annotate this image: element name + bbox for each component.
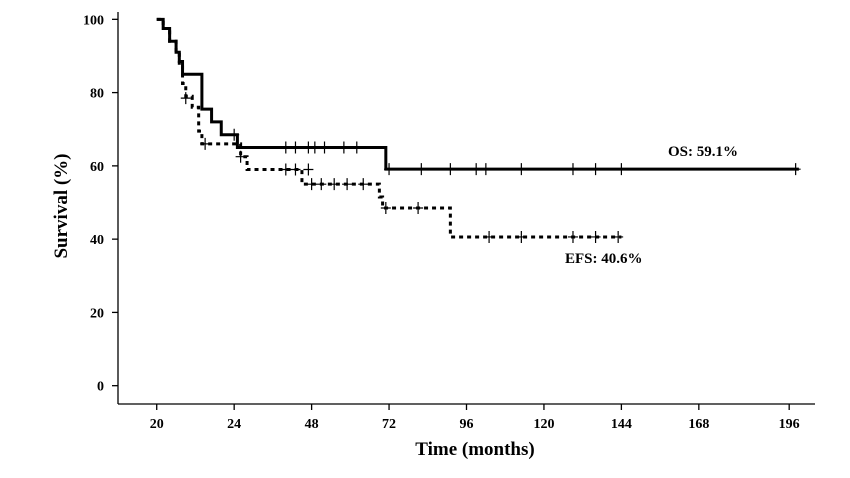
efs-censor-mark: [380, 202, 391, 214]
os-censor-mark: [290, 141, 301, 154]
x-tick-label: 20: [150, 417, 164, 432]
efs-censor-mark: [316, 178, 327, 191]
x-tick-label: 120: [533, 417, 554, 432]
y-axis-title: Survival (%): [51, 153, 72, 258]
efs-censor-mark: [303, 163, 314, 176]
os-censor-mark: [384, 163, 395, 176]
efs-censor-mark: [342, 178, 353, 191]
x-tick-label: 144: [611, 417, 632, 432]
os-censor-mark: [338, 141, 349, 154]
os-censor-mark: [616, 163, 627, 176]
os-censor-mark: [516, 163, 527, 176]
x-tick-label: 96: [460, 417, 474, 432]
os-censor-mark: [471, 163, 482, 176]
efs-censor-mark: [180, 92, 191, 105]
os-censor-mark: [309, 141, 320, 154]
y-tick-label: 20: [90, 306, 104, 321]
os-censor-mark: [480, 163, 491, 176]
efs-censor-mark: [290, 163, 301, 176]
x-tick-label: 48: [305, 417, 319, 432]
efs-annotation: EFS: 40.6%: [565, 251, 643, 267]
y-tick-label: 40: [90, 233, 104, 248]
x-axis-title: Time (months): [415, 439, 534, 460]
x-tick-label: 196: [779, 417, 800, 432]
efs-censor-mark: [200, 137, 211, 150]
efs-censor-mark: [306, 178, 317, 191]
efs-censor-mark: [235, 150, 246, 163]
y-tick-label: 0: [97, 380, 104, 395]
x-tick-label: 24: [227, 417, 241, 432]
y-tick-label: 60: [90, 160, 104, 175]
os-censor-mark: [319, 141, 330, 154]
os-censor-mark: [416, 163, 427, 176]
efs-censor-mark: [329, 178, 340, 191]
x-tick-label: 168: [688, 417, 709, 432]
os-censor-mark: [229, 128, 240, 141]
y-tick-label: 80: [90, 87, 104, 102]
efs-curve: [156, 17, 622, 239]
x-tick-label: 72: [382, 417, 396, 432]
y-tick-label: 100: [83, 13, 104, 28]
efs-censor-mark: [358, 178, 369, 191]
os-censor-mark: [590, 163, 601, 176]
os-annotation: OS: 59.1%: [668, 144, 738, 160]
os-censor-mark: [445, 163, 456, 176]
efs-censor-mark: [613, 230, 624, 243]
efs-censor-mark: [590, 230, 601, 243]
efs-censor-mark: [516, 230, 527, 243]
os-curve: [156, 17, 799, 171]
efs-censor-mark: [413, 202, 424, 214]
os-censor-mark: [790, 163, 801, 176]
os-censor-mark: [351, 141, 362, 154]
efs-censor-mark: [567, 230, 578, 243]
os-censor-mark: [567, 163, 578, 176]
os-censor-mark: [280, 141, 291, 154]
efs-censor-mark: [280, 163, 291, 176]
efs-censor-mark: [484, 230, 495, 243]
